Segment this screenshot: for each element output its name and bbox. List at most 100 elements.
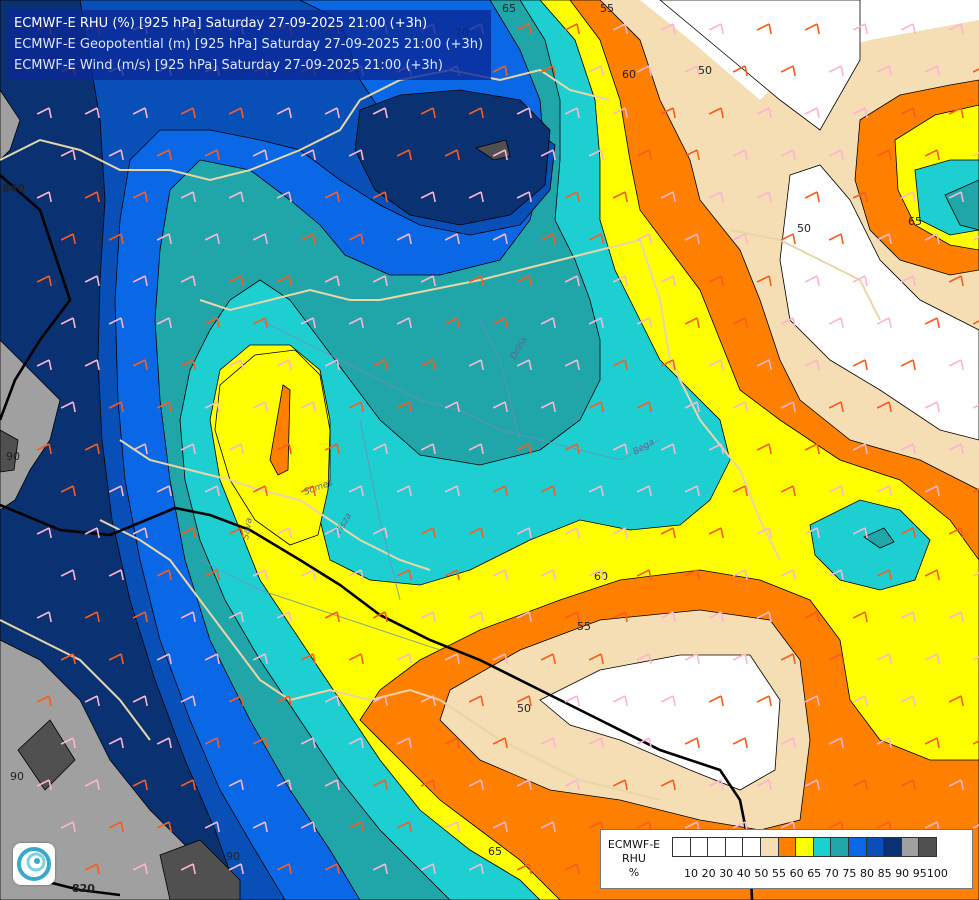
wind-barb <box>636 317 652 329</box>
legend-tick: 30 <box>719 867 734 880</box>
wind-barb <box>852 275 868 287</box>
rhu-label: 50 <box>698 64 712 77</box>
wind-barb <box>36 611 52 623</box>
wind-barb <box>108 317 124 329</box>
wind-barb <box>132 527 148 539</box>
wind-barb <box>924 149 940 161</box>
wind-barb <box>948 779 964 791</box>
wind-barb <box>372 779 388 791</box>
wind-barb <box>732 401 748 413</box>
wind-barb <box>396 317 412 329</box>
legend-tick: 10 <box>684 867 698 880</box>
legend-tick: 85 <box>877 867 892 880</box>
wind-barb <box>756 107 772 119</box>
wind-barb <box>636 569 652 581</box>
wind-barb <box>900 695 916 707</box>
rhu-90-field <box>0 0 241 900</box>
wind-barb <box>444 233 460 245</box>
wind-barb <box>300 821 316 833</box>
wind-barb <box>612 359 628 371</box>
legend-swatch <box>795 837 814 857</box>
wind-barb <box>108 401 124 413</box>
wind-barb <box>84 527 100 539</box>
wind-barb <box>756 359 772 371</box>
wind-barb <box>396 821 412 833</box>
wind-barb <box>204 233 220 245</box>
wind-barb <box>372 863 388 875</box>
wind-barb <box>540 65 556 77</box>
wind-barb <box>948 359 964 371</box>
wind-barb <box>444 485 460 497</box>
wind-barb <box>564 23 580 35</box>
wind-barb <box>156 653 172 665</box>
rhu-95-small <box>0 89 21 161</box>
wind-barb <box>732 233 748 245</box>
rhu-label: 55 <box>577 620 591 633</box>
wind-barb <box>516 779 532 791</box>
wind-barb <box>60 233 76 245</box>
wind-barb <box>852 443 868 455</box>
wind-barb <box>468 275 484 287</box>
wind-barb <box>420 359 436 371</box>
wind-barb <box>204 821 220 833</box>
wind-barb <box>612 107 628 119</box>
wind-barb <box>708 695 724 707</box>
wind-barb <box>516 611 532 623</box>
wind-barb <box>660 107 676 119</box>
wind-barb <box>444 317 460 329</box>
wind-barb <box>36 107 52 119</box>
wind-barb <box>564 527 580 539</box>
wind-barb <box>372 275 388 287</box>
legend-ticks: 10 20 30 40 50 55 60 65 70 75 80 85 90 95 100 <box>673 867 973 881</box>
wind-barb <box>180 443 196 455</box>
wind-barb <box>972 572 979 577</box>
wind-barb <box>852 527 868 539</box>
wind-barb <box>252 737 268 749</box>
wind-barb <box>852 695 868 707</box>
wind-barb <box>372 359 388 371</box>
wind-barb <box>468 695 484 707</box>
wind-barb <box>708 107 724 119</box>
wind-barb <box>924 317 940 329</box>
wind-barb <box>756 191 772 203</box>
wind-barb <box>708 275 724 287</box>
wind-barb <box>708 191 724 203</box>
wind-barb <box>972 740 979 745</box>
wind-barb <box>372 191 388 203</box>
wind-barb <box>516 23 532 35</box>
legend-swatch <box>847 837 867 857</box>
rhu-95-sw <box>0 639 211 900</box>
wind-barb <box>564 863 580 875</box>
wind-barb <box>972 320 979 325</box>
wind-barb <box>828 485 844 497</box>
wind-barb <box>156 233 172 245</box>
wind-barb <box>876 317 892 329</box>
wind-barb <box>876 653 892 665</box>
wind-barb <box>660 359 676 371</box>
wind-barb <box>444 821 460 833</box>
wind-barb <box>636 737 652 749</box>
wind-barb <box>708 527 724 539</box>
wind-barb <box>180 527 196 539</box>
legend-unit: % <box>628 866 640 879</box>
wind-barb <box>804 275 820 287</box>
wind-barb <box>300 737 316 749</box>
wind-barb <box>36 443 52 455</box>
legend-tick: 65 <box>807 867 822 880</box>
wind-barb <box>804 23 820 35</box>
legend-tick: 50 <box>754 867 769 880</box>
wind-barb <box>588 653 604 665</box>
wind-barb <box>972 656 979 661</box>
wind-barb <box>492 653 508 665</box>
wind-barb <box>252 569 268 581</box>
wind-barb <box>396 569 412 581</box>
wind-barb <box>468 359 484 371</box>
wind-barb <box>396 233 412 245</box>
wind-barb <box>924 401 940 413</box>
wind-barb <box>732 149 748 161</box>
wind-barb <box>276 107 292 119</box>
wind-barb <box>780 401 796 413</box>
wind-barb <box>276 191 292 203</box>
wind-barb <box>660 779 676 791</box>
wind-barb <box>276 779 292 791</box>
